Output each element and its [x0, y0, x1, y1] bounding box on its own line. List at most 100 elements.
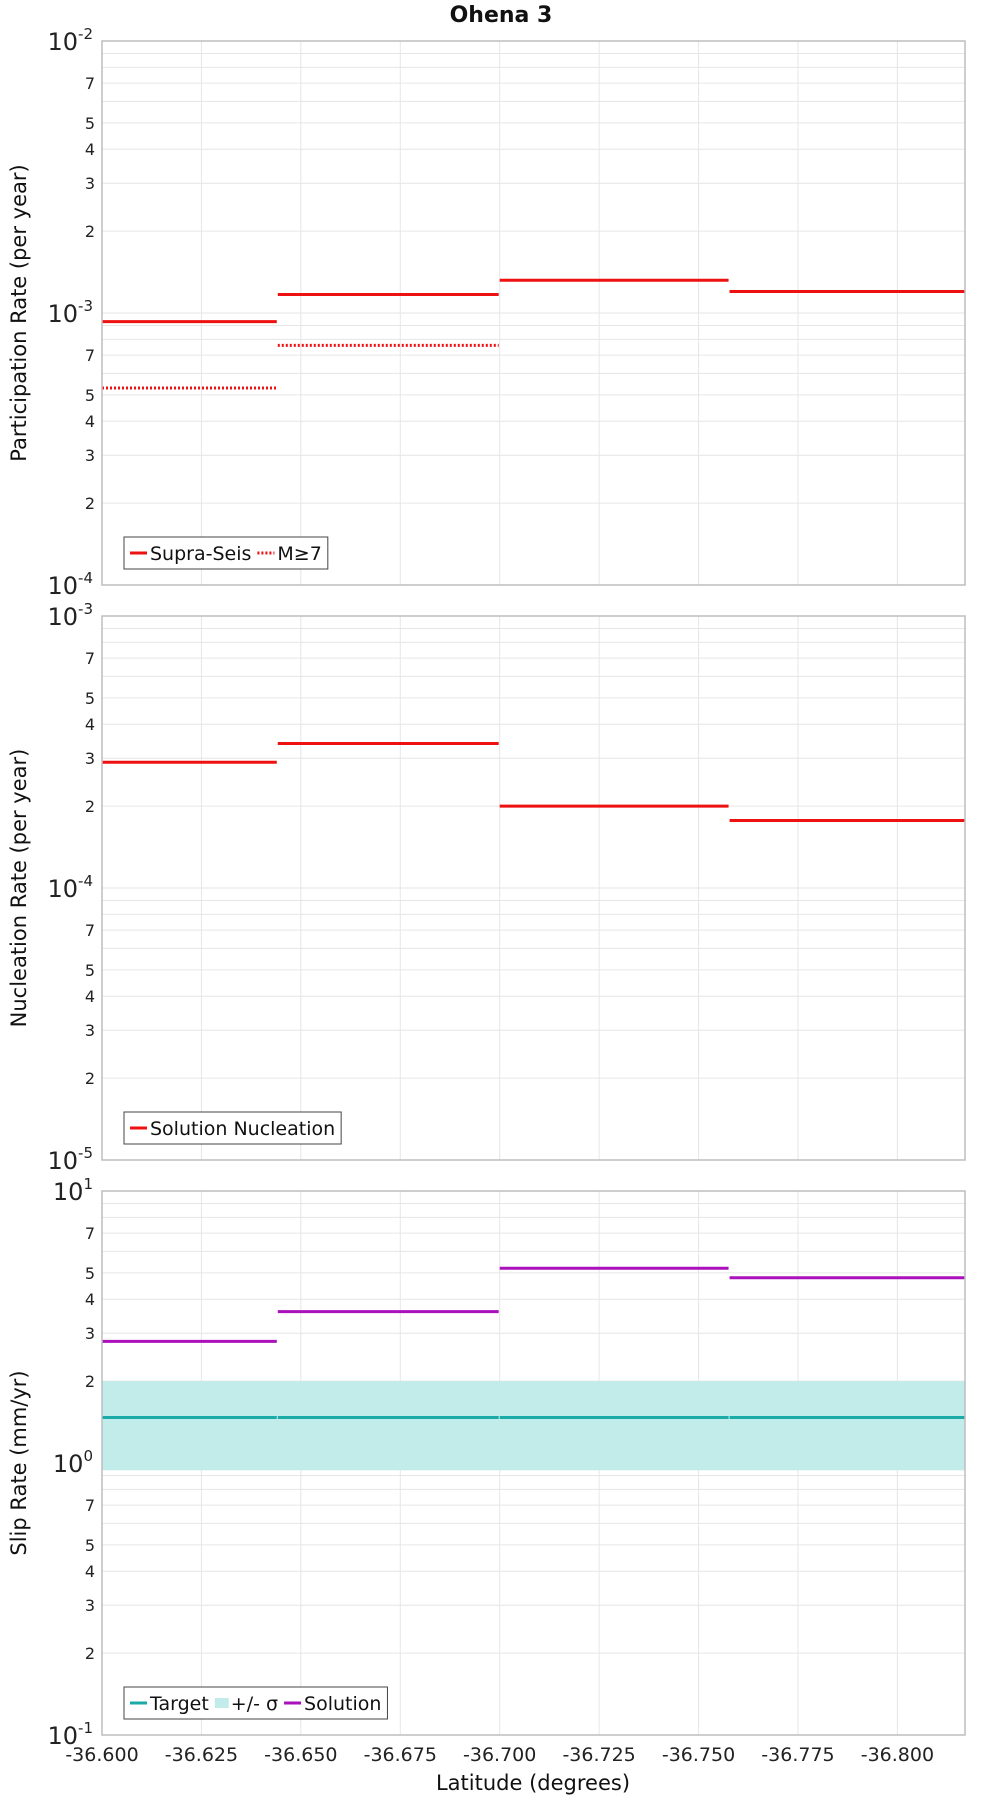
y-tick-label-decade: 10-1	[47, 1719, 93, 1750]
y-tick-label: 5	[85, 1536, 95, 1555]
y-tick-label: 3	[85, 1596, 95, 1615]
legend: Supra-Seis M≥7	[123, 536, 329, 570]
y-tick-label: 4	[85, 1562, 95, 1581]
y-tick-label: 4	[85, 715, 95, 734]
tick-exponent: 1	[83, 1175, 93, 1193]
tick-exponent: -2	[78, 25, 93, 43]
legend-item: Solution Nucleation	[130, 1118, 335, 1140]
legend-box	[123, 536, 329, 570]
y-tick-label: 7	[85, 1224, 95, 1243]
tick-base: 10	[47, 875, 78, 903]
y-tick-label: 2	[85, 494, 95, 513]
y-tick-label-decade: 100	[53, 1447, 93, 1478]
tick-exponent: -3	[78, 600, 93, 618]
x-tick-label: -36.625	[165, 1744, 238, 1766]
y-tick-label: 7	[85, 74, 95, 93]
y-tick-label: 2	[85, 1372, 95, 1391]
legend: Target +/- σ Solution	[123, 1686, 388, 1720]
y-tick-label: 5	[85, 114, 95, 133]
tick-base: 10	[47, 300, 78, 328]
x-tick-label: -36.800	[861, 1744, 934, 1766]
y-tick-label: 5	[85, 386, 95, 405]
y-tick-label: 7	[85, 1496, 95, 1515]
y-tick-label: 2	[85, 797, 95, 816]
legend-swatch	[214, 1698, 229, 1708]
legend-box	[123, 1111, 342, 1145]
tick-base: 10	[47, 572, 78, 600]
tick-exponent: 0	[83, 1447, 93, 1465]
y-tick-label: 7	[85, 921, 95, 940]
tick-base: 10	[47, 1147, 78, 1175]
legend-item: Supra-Seis	[130, 543, 251, 565]
tick-exponent: -1	[78, 1719, 93, 1737]
y-tick-label: 5	[85, 961, 95, 980]
y-tick-label-decade: 10-4	[47, 872, 93, 903]
x-tick-label: -36.650	[264, 1744, 337, 1766]
x-tick-label: -36.600	[65, 1744, 138, 1766]
y-tick-label: 4	[85, 987, 95, 1006]
y-axis-label: Nucleation Rate (per year)	[7, 749, 31, 1028]
y-tick-label: 4	[85, 140, 95, 159]
y-tick-label-decade: 10-3	[47, 600, 93, 631]
tick-base: 10	[47, 28, 78, 56]
y-tick-label: 4	[85, 412, 95, 431]
y-tick-label-decade: 10-3	[47, 297, 93, 328]
legend: Solution Nucleation	[123, 1111, 342, 1145]
tick-exponent: -4	[78, 872, 93, 890]
x-axis-label: Latitude (degrees)	[436, 1771, 630, 1795]
y-tick-label: 2	[85, 222, 95, 241]
x-tick-label: -36.675	[364, 1744, 437, 1766]
tick-base: 10	[53, 1450, 84, 1478]
y-tick-label: 7	[85, 346, 95, 365]
y-tick-label: 3	[85, 1324, 95, 1343]
legend-label: M≥7	[277, 543, 321, 565]
y-tick-label: 2	[85, 1644, 95, 1663]
sigma-band	[102, 1381, 965, 1471]
legend-label: Target	[149, 1693, 209, 1715]
y-axis-label: Slip Rate (mm/yr)	[7, 1370, 31, 1555]
plot-frame	[101, 40, 966, 586]
y-tick-label: 5	[85, 1264, 95, 1283]
y-tick-label-decade: 10-2	[47, 25, 93, 56]
tick-exponent: -4	[78, 569, 93, 587]
tick-base: 10	[47, 1722, 78, 1750]
x-tick-label: -36.775	[761, 1744, 834, 1766]
y-tick-label: 3	[85, 446, 95, 465]
plot-frame	[101, 615, 966, 1161]
y-tick-label: 2	[85, 1069, 95, 1088]
legend-label: Solution Nucleation	[150, 1118, 335, 1140]
legend-label: +/- σ	[231, 1693, 278, 1715]
y-tick-label-decade: 10-4	[47, 569, 93, 600]
legend-label: Solution	[304, 1693, 381, 1715]
legend-box	[123, 1686, 388, 1720]
tick-exponent: -3	[78, 297, 93, 315]
series-solution-nucleation	[102, 741, 965, 823]
chart-title: Ohena 3	[450, 3, 553, 28]
y-tick-label: 3	[85, 174, 95, 193]
y-axis-label: Participation Rate (per year)	[7, 164, 31, 461]
tick-base: 10	[47, 603, 78, 631]
y-tick-label-decade: 10-5	[47, 1144, 93, 1175]
legend-item: M≥7	[257, 543, 322, 565]
series-m-7	[102, 289, 965, 390]
y-tick-label: 4	[85, 1290, 95, 1309]
tick-exponent: -5	[78, 1144, 93, 1162]
legend-item: Solution	[284, 1693, 381, 1715]
legend-item: +/- σ	[214, 1693, 278, 1715]
tick-base: 10	[53, 1178, 84, 1206]
y-tick-label-decade: 101	[53, 1175, 93, 1206]
plot-frame	[101, 1190, 966, 1736]
legend-label: Supra-Seis	[150, 543, 251, 565]
y-tick-label: 3	[85, 749, 95, 768]
legend-item: Target	[130, 1693, 209, 1715]
series-solution	[102, 1266, 965, 1343]
x-tick-label: -36.700	[463, 1744, 536, 1766]
y-tick-label: 7	[85, 649, 95, 668]
x-tick-label: -36.750	[662, 1744, 735, 1766]
y-tick-label: 5	[85, 689, 95, 708]
